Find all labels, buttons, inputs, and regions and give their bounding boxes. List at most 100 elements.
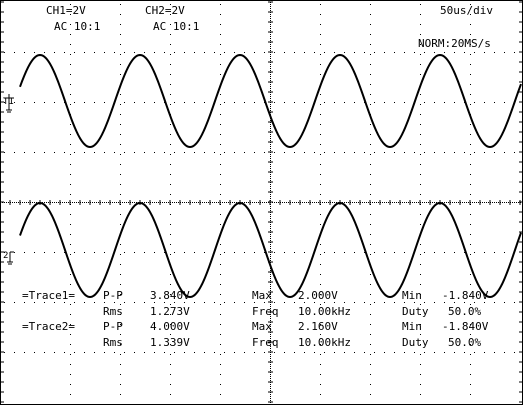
- grid-dot: [384, 52, 385, 53]
- grid-dot: [94, 202, 95, 203]
- grid-dot: [220, 104, 221, 105]
- grid-dot: [270, 310, 271, 311]
- grid-dot: [70, 164, 71, 165]
- grid-dot: [164, 152, 165, 153]
- grid-dot: [196, 202, 197, 203]
- grid-dot: [86, 202, 87, 203]
- grid-dot: [270, 146, 271, 147]
- grid-dot: [420, 254, 421, 255]
- grid-dot: [270, 16, 271, 17]
- grid-dot: [154, 102, 155, 103]
- grid-dot: [320, 334, 321, 335]
- grid-dot: [270, 176, 271, 177]
- grid-dot: [264, 252, 265, 253]
- grid-dot: [94, 52, 95, 53]
- grid-dot: [270, 148, 271, 149]
- grid-dot: [70, 34, 71, 35]
- grid-dot: [270, 174, 271, 175]
- grid-dot: [220, 364, 221, 365]
- grid-dot: [376, 202, 377, 203]
- trace2-max-value: 2.160V: [298, 320, 338, 333]
- grid-dot: [420, 324, 421, 325]
- grid-dot: [466, 202, 467, 203]
- grid-dot: [220, 334, 221, 335]
- grid-dot: [270, 26, 271, 27]
- grid-dot: [454, 52, 455, 53]
- grid-dot: [170, 134, 171, 135]
- grid-dot: [270, 166, 271, 167]
- grid-dot: [270, 306, 271, 307]
- grid-dot: [120, 274, 121, 275]
- grid-dot: [120, 244, 121, 245]
- grid-dot: [270, 30, 271, 31]
- grid-dot: [394, 352, 395, 353]
- grid-dot: [320, 394, 321, 395]
- grid-dot: [270, 18, 271, 19]
- grid-dot: [336, 202, 337, 203]
- grid-dot: [94, 152, 95, 153]
- trace1-rms-label: Rms: [103, 305, 123, 318]
- grid-dot: [54, 152, 55, 153]
- grid-dot: [120, 194, 121, 195]
- grid-dot: [246, 202, 247, 203]
- grid-dot: [476, 202, 477, 203]
- grid-dot: [70, 144, 71, 145]
- grid-dot: [24, 302, 25, 303]
- grid-dot: [146, 202, 147, 203]
- grid-dot: [270, 186, 271, 187]
- grid-dot: [322, 202, 323, 203]
- grid-dot: [270, 278, 271, 279]
- grid-dot: [344, 102, 345, 103]
- grid-dot: [370, 14, 371, 15]
- grid-dot: [370, 194, 371, 195]
- grid-dot: [470, 14, 471, 15]
- grid-dot: [184, 102, 185, 103]
- grid-dot: [470, 194, 471, 195]
- grid-dot: [284, 352, 285, 353]
- grid-dot: [92, 202, 93, 203]
- grid-dot: [170, 184, 171, 185]
- grid-dot: [120, 94, 121, 95]
- grid-dot: [120, 64, 121, 65]
- grid-dot: [70, 354, 71, 355]
- grid-dot: [324, 352, 325, 353]
- grid-dot: [420, 14, 421, 15]
- grid-dot: [370, 254, 371, 255]
- grid-dot: [434, 102, 435, 103]
- grid-dot: [470, 364, 471, 365]
- grid-dot: [470, 374, 471, 375]
- grid-dot: [194, 202, 195, 203]
- grid-dot: [120, 384, 121, 385]
- grid-dot: [484, 52, 485, 53]
- grid-dot: [420, 264, 421, 265]
- grid-dot: [122, 202, 123, 203]
- grid-dot: [54, 302, 55, 303]
- grid-dot: [464, 52, 465, 53]
- grid-dot: [444, 202, 445, 203]
- grid-dot: [270, 234, 271, 235]
- grid-dot: [198, 202, 199, 203]
- grid-dot: [270, 188, 271, 189]
- grid-dot: [496, 202, 497, 203]
- grid-dot: [194, 252, 195, 253]
- grid-dot: [386, 202, 387, 203]
- grid-dot: [354, 52, 355, 53]
- grid-dot: [270, 48, 271, 49]
- grid-dot: [104, 152, 105, 153]
- grid-dot: [74, 102, 75, 103]
- grid-dot: [112, 202, 113, 203]
- grid-dot: [24, 202, 25, 203]
- grid-dot: [204, 152, 205, 153]
- grid-dot: [224, 202, 225, 203]
- grid-dot: [120, 254, 121, 255]
- grid-dot: [370, 354, 371, 355]
- grid-dot: [420, 134, 421, 135]
- grid-dot: [414, 302, 415, 303]
- grid-dot: [420, 64, 421, 65]
- grid-dot: [120, 304, 121, 305]
- grid-dot: [384, 252, 385, 253]
- grid-dot: [354, 302, 355, 303]
- grid-dot: [214, 302, 215, 303]
- grid-dot: [484, 102, 485, 103]
- grid-dot: [370, 224, 371, 225]
